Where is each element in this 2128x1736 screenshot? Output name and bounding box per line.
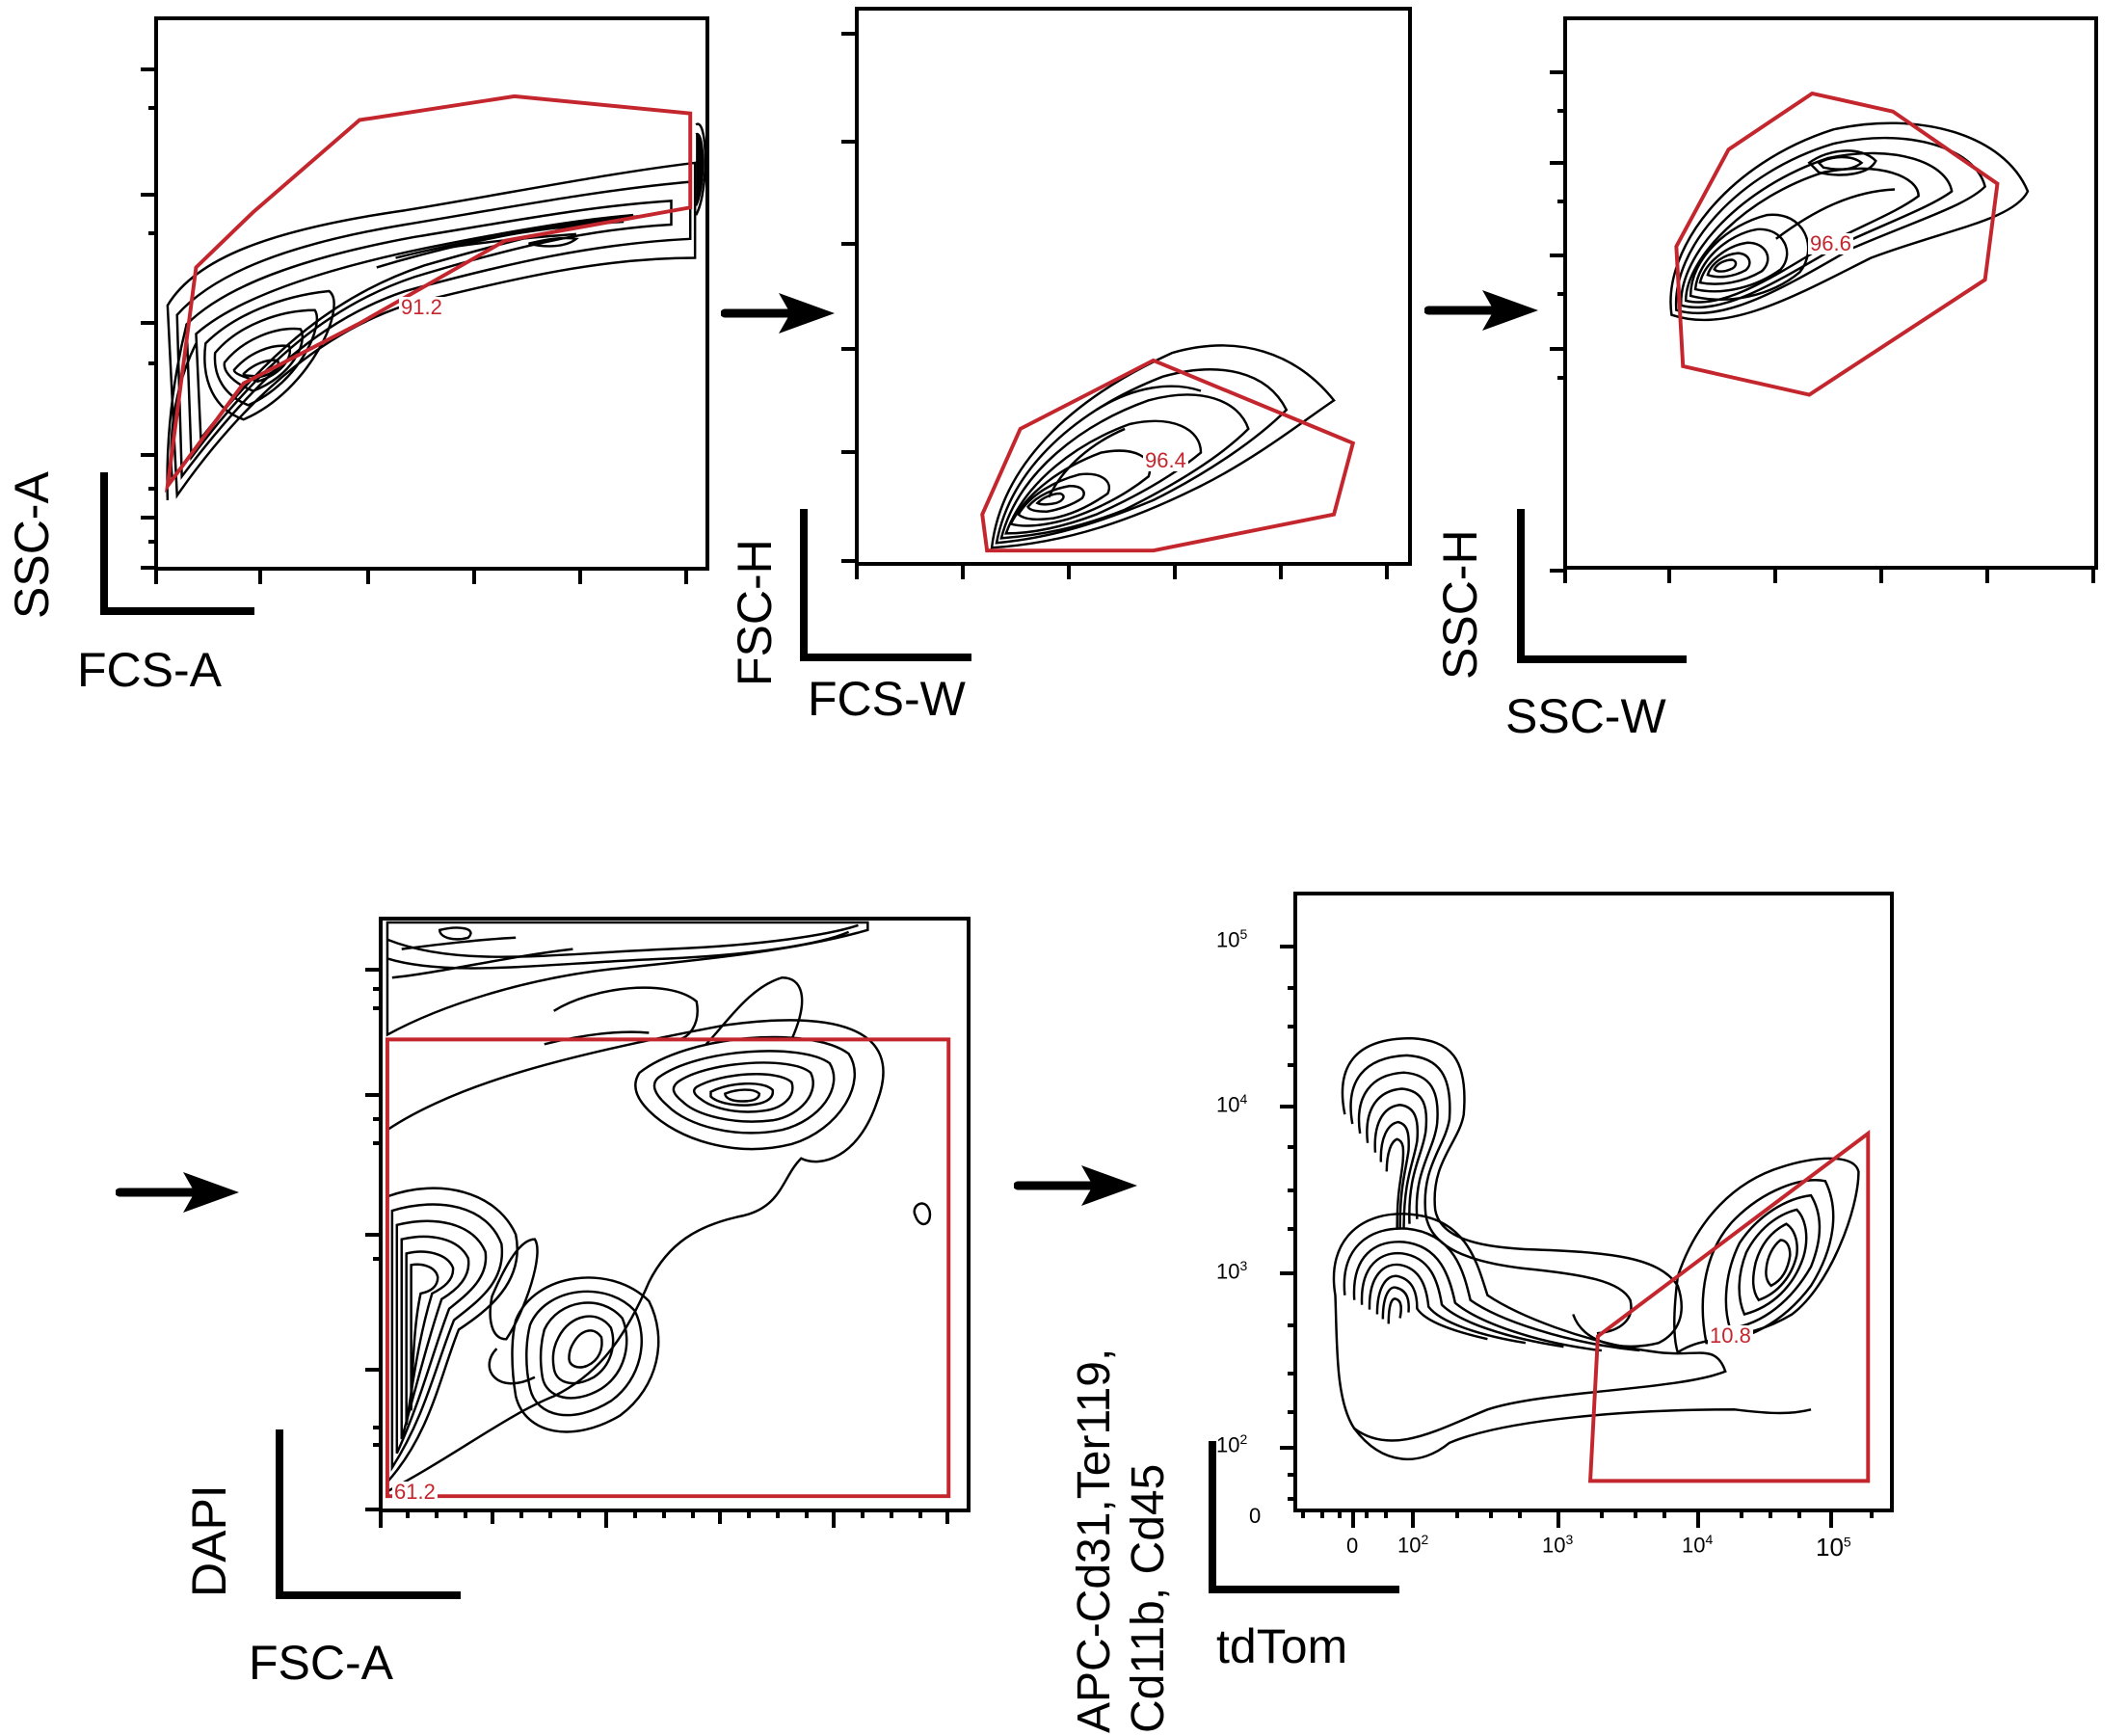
x-tick-label: 103 bbox=[1542, 1533, 1573, 1556]
gate-polygon-2[interactable] bbox=[980, 358, 1356, 553]
tick-exponent: 2 bbox=[1239, 1431, 1248, 1447]
plot-area-5: 10.8 bbox=[1293, 892, 1894, 1512]
y-tick-label: 0 bbox=[1249, 1506, 1261, 1527]
x-axis-label-2: FCS-W bbox=[808, 672, 966, 726]
tick-exponent: 4 bbox=[1705, 1532, 1714, 1547]
tick-exponent: 4 bbox=[1239, 1091, 1248, 1107]
y-axis-label-1: SSC-A bbox=[5, 471, 59, 619]
axis-scalebar-4 bbox=[276, 1429, 461, 1599]
y-axis-label-2: FSC-H bbox=[728, 539, 782, 686]
tick-base: 10 bbox=[1216, 927, 1240, 952]
gate-value-3: 96.6 bbox=[1808, 231, 1853, 255]
contour-plot-5 bbox=[1332, 1036, 1871, 1483]
plot-area-2: 96.4 bbox=[855, 7, 1412, 566]
contour-plot-3 bbox=[1669, 91, 2030, 397]
gate-polygon-3[interactable] bbox=[1674, 91, 2000, 397]
tick-base: 0 bbox=[1346, 1534, 1359, 1558]
x-tick-label: 0 bbox=[1346, 1536, 1358, 1557]
plot-area-4: 61.2 bbox=[379, 917, 971, 1512]
arrow-icon bbox=[116, 1172, 239, 1213]
tick-exponent: 3 bbox=[1239, 1258, 1248, 1273]
axis-scalebar-1 bbox=[100, 472, 254, 615]
axis-scalebar-2 bbox=[800, 509, 971, 661]
tick-exponent: 2 bbox=[1421, 1532, 1429, 1547]
y-axis-label-5-line1: APC-Cd31,Ter119, bbox=[1069, 1348, 1120, 1733]
x-tick-label: 102 bbox=[1397, 1533, 1428, 1556]
gate-polygon-5[interactable] bbox=[1587, 1129, 1871, 1483]
tick-exponent: 5 bbox=[1239, 926, 1248, 942]
y-tick-label: 105 bbox=[1216, 927, 1247, 950]
y-axis-label-5-line2: Cd11b, Cd45 bbox=[1123, 1463, 1174, 1733]
x-axis-label-5: tdTom bbox=[1216, 1619, 1348, 1673]
tick-base: 10 bbox=[1397, 1533, 1422, 1558]
tick-base: 10 bbox=[1216, 1432, 1240, 1457]
tick-base: 10 bbox=[1216, 1092, 1240, 1117]
y-tick-label: 104 bbox=[1216, 1092, 1247, 1115]
x-axis-label-4: FSC-A bbox=[249, 1636, 393, 1690]
gate-value-2: 96.4 bbox=[1143, 448, 1188, 472]
x-tick-label: 105 bbox=[1816, 1535, 1851, 1560]
y-axis-label-3: SSC-H bbox=[1433, 529, 1487, 680]
arrow-icon bbox=[721, 293, 835, 334]
tick-base: 10 bbox=[1542, 1533, 1566, 1558]
plot-area-3: 96.6 bbox=[1563, 16, 2098, 570]
y-axis-ticks-4 bbox=[365, 968, 383, 1511]
tick-base: 10 bbox=[1682, 1533, 1706, 1558]
y-axis-ticks-2 bbox=[841, 32, 859, 563]
y-axis-ticks-1 bbox=[141, 67, 158, 570]
y-axis-ticks-3 bbox=[1550, 70, 1567, 573]
x-tick-label: 104 bbox=[1682, 1533, 1713, 1556]
tick-base: 10 bbox=[1816, 1533, 1844, 1562]
x-axis-label-3: SSC-W bbox=[1505, 689, 1666, 743]
tick-exponent: 5 bbox=[1843, 1534, 1851, 1550]
gate-value-5: 10.8 bbox=[1708, 1323, 1753, 1348]
tick-base: 0 bbox=[1249, 1504, 1262, 1528]
axis-scalebar-5 bbox=[1209, 1441, 1399, 1593]
x-axis-ticks-4 bbox=[379, 1510, 949, 1528]
contour-plot-1 bbox=[164, 93, 706, 501]
tick-base: 10 bbox=[1216, 1259, 1240, 1284]
gate-rectangle-4[interactable] bbox=[385, 1037, 951, 1499]
y-axis-ticks-5 bbox=[1280, 945, 1297, 1501]
contour-plot-4 bbox=[385, 921, 951, 1499]
x-axis-ticks-1 bbox=[154, 569, 688, 584]
axis-scalebar-3 bbox=[1517, 509, 1687, 663]
x-axis-ticks-5 bbox=[1301, 1510, 1874, 1528]
y-axis-label-4: DAPI bbox=[182, 1484, 236, 1597]
gate-polygon-1[interactable] bbox=[164, 93, 693, 494]
y-tick-label: 102 bbox=[1216, 1432, 1247, 1456]
y-tick-label: 103 bbox=[1216, 1259, 1247, 1282]
x-axis-label-1: FCS-A bbox=[77, 643, 222, 697]
plot-area-1: 91.2 bbox=[154, 16, 709, 571]
arrow-icon bbox=[1424, 290, 1538, 331]
arrow-icon bbox=[1014, 1165, 1137, 1206]
gate-value-4: 61.2 bbox=[392, 1480, 438, 1504]
gate-value-1: 91.2 bbox=[399, 295, 444, 319]
x-axis-ticks-2 bbox=[855, 564, 1389, 579]
x-axis-ticks-3 bbox=[1563, 568, 2095, 583]
contour-plot-2 bbox=[980, 344, 1356, 553]
tick-exponent: 3 bbox=[1565, 1532, 1574, 1547]
